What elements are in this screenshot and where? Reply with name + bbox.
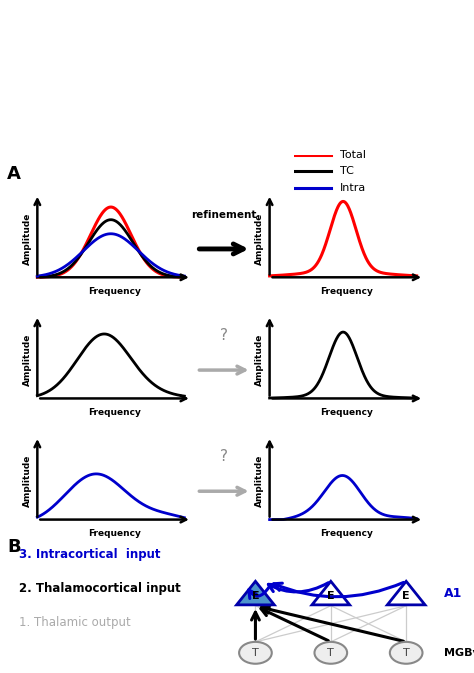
Circle shape: [390, 642, 422, 664]
Text: A: A: [7, 165, 21, 183]
Text: A1: A1: [444, 588, 462, 600]
Text: ?: ?: [220, 328, 228, 343]
Text: Frequency: Frequency: [88, 530, 141, 538]
Text: Amplitude: Amplitude: [23, 213, 32, 265]
Text: T: T: [252, 648, 259, 658]
Text: Amplitude: Amplitude: [255, 455, 264, 507]
Text: Frequency: Frequency: [320, 409, 373, 417]
Text: E: E: [252, 591, 259, 600]
Text: T: T: [403, 648, 410, 658]
Text: B: B: [7, 538, 21, 557]
Text: 1. Thalamic output: 1. Thalamic output: [19, 616, 131, 629]
Text: Frequency: Frequency: [320, 530, 373, 538]
Text: Amplitude: Amplitude: [255, 334, 264, 386]
Text: Frequency: Frequency: [88, 287, 141, 296]
Circle shape: [314, 642, 347, 664]
Text: refinement: refinement: [191, 210, 256, 220]
Text: E: E: [327, 591, 335, 600]
Polygon shape: [387, 581, 425, 605]
Text: Amplitude: Amplitude: [23, 455, 32, 507]
Polygon shape: [237, 581, 274, 605]
Text: Amplitude: Amplitude: [255, 213, 264, 265]
Text: Frequency: Frequency: [320, 287, 373, 296]
Text: TC: TC: [340, 166, 354, 176]
Text: 3. Intracortical  input: 3. Intracortical input: [19, 548, 161, 561]
Text: Amplitude: Amplitude: [23, 334, 32, 386]
Text: ?: ?: [220, 449, 228, 464]
Polygon shape: [312, 581, 350, 605]
Text: Intra: Intra: [340, 183, 366, 193]
Text: Total: Total: [340, 150, 366, 160]
Text: Frequency: Frequency: [88, 409, 141, 417]
Text: 2. Thalamocortical input: 2. Thalamocortical input: [19, 582, 181, 595]
Text: E: E: [402, 591, 410, 600]
Text: T: T: [328, 648, 334, 658]
Circle shape: [239, 642, 272, 664]
Text: MGBv: MGBv: [444, 648, 474, 658]
